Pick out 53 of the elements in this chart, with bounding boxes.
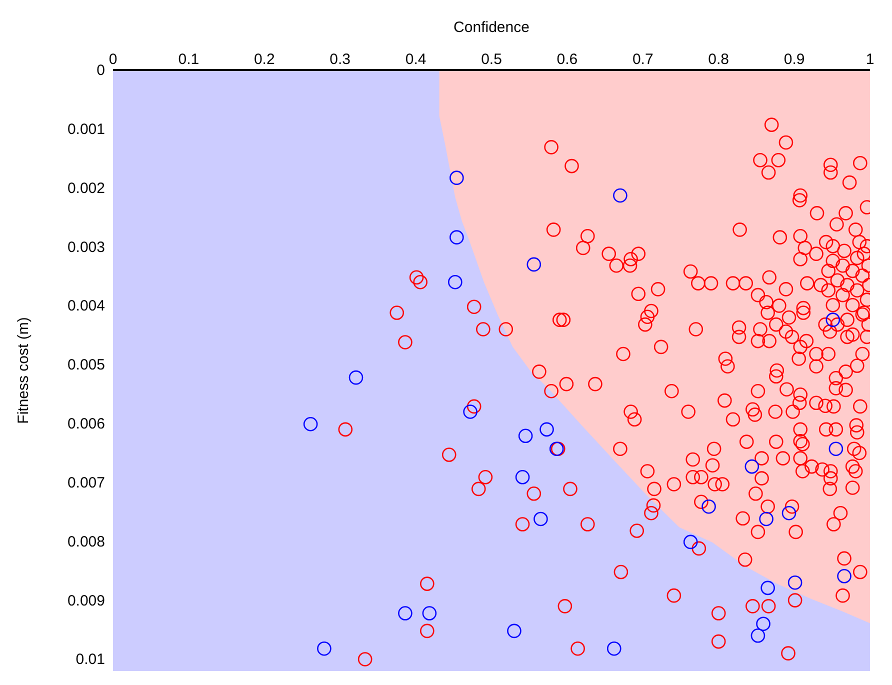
- y-tick-label: 0.001: [67, 120, 105, 138]
- point: [826, 312, 840, 327]
- point: [828, 442, 844, 456]
- point: [348, 370, 364, 385]
- x-tick-label: 0.7: [632, 51, 654, 68]
- y-tick-label: 0.008: [67, 533, 105, 550]
- point: [837, 568, 852, 584]
- point: [760, 580, 775, 596]
- point: [606, 641, 622, 656]
- point: [613, 188, 628, 203]
- point: [788, 575, 802, 590]
- y-tick-label: 0.009: [67, 592, 105, 610]
- y-tick-label: 0.01: [76, 651, 105, 668]
- y-tick-label: 0.005: [67, 356, 105, 374]
- y-tick-label: 0.006: [67, 416, 105, 433]
- x-tick-label: 0.3: [330, 51, 351, 68]
- y-tick-label: 0.003: [67, 238, 105, 256]
- point: [398, 606, 412, 620]
- point: [463, 404, 478, 419]
- point: [303, 416, 318, 432]
- point: [450, 230, 464, 244]
- y-tick-label: 0.002: [67, 180, 105, 197]
- point: [683, 534, 698, 550]
- point: [526, 257, 542, 272]
- point: [744, 459, 760, 474]
- x-tick-label: 0.8: [708, 51, 730, 68]
- y-axis-title: Fitness cost (m): [15, 317, 32, 424]
- point: [534, 512, 548, 526]
- point: [448, 274, 462, 290]
- x-tick-label: 0.2: [254, 51, 275, 68]
- x-tick-label: 0.6: [556, 51, 578, 68]
- point: [507, 624, 522, 638]
- x-tick-label: 0.1: [178, 51, 200, 68]
- x-tick-label: 0.4: [405, 51, 426, 68]
- x-axis-title: Confidence: [454, 19, 530, 36]
- point: [450, 170, 464, 185]
- x-tick-label: 0.5: [481, 51, 502, 68]
- point: [540, 422, 554, 437]
- point: [756, 616, 770, 632]
- point: [518, 428, 533, 444]
- x-tick-label: 1: [866, 51, 874, 68]
- point: [515, 470, 530, 484]
- point: [759, 512, 774, 526]
- y-tick-label: 0.004: [67, 298, 105, 315]
- point: [422, 606, 437, 620]
- point: [702, 499, 716, 514]
- y-tick-label: 0.007: [67, 474, 105, 492]
- point: [317, 641, 332, 656]
- x-tick-label: 0.9: [784, 51, 805, 68]
- point: [782, 506, 796, 520]
- y-tick-label: 0: [96, 62, 105, 79]
- x-tick-label: 0: [108, 51, 118, 68]
- point: [750, 628, 766, 643]
